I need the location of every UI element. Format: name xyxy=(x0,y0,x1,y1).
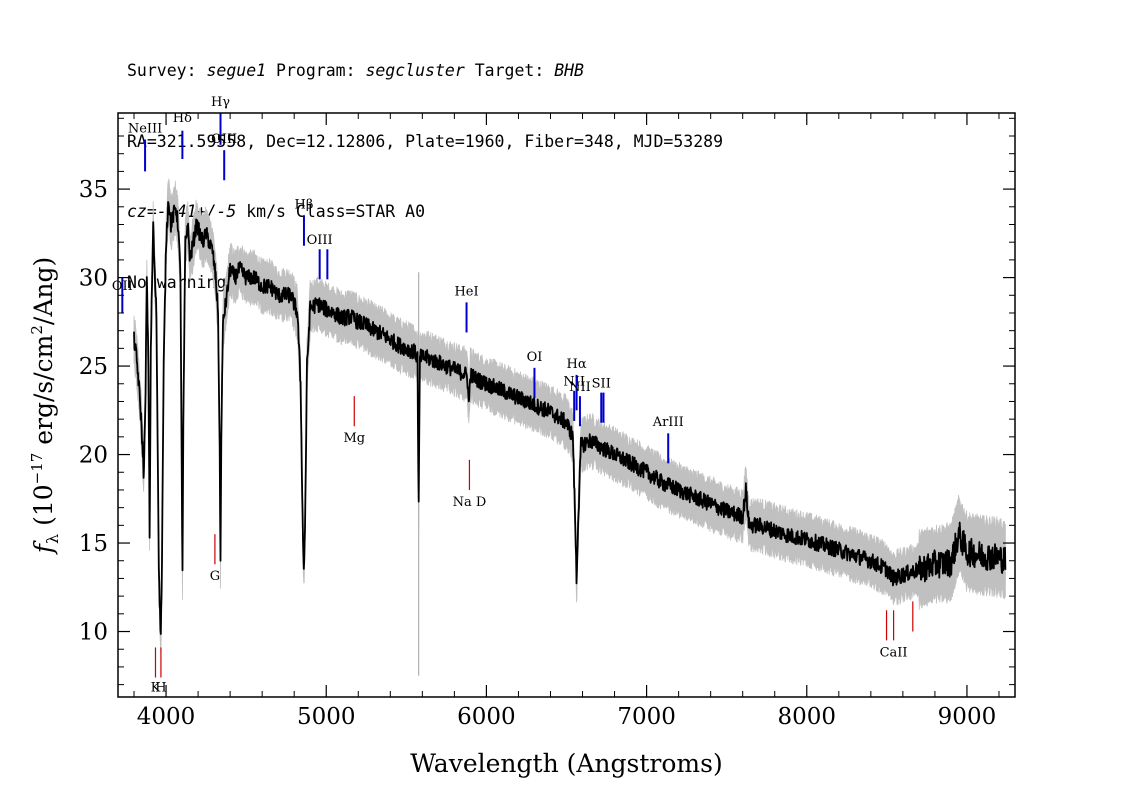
redshift-line: cz=-141+/-5 km/s Class=STAR A0 xyxy=(127,202,426,221)
line-label-h--11: Hα xyxy=(567,357,587,372)
line-label-mg-19: Mg xyxy=(343,431,365,446)
y-tick-label-25: 25 xyxy=(79,354,108,380)
y-tick-label-20: 20 xyxy=(79,443,108,469)
y-tick-label-35: 35 xyxy=(79,177,108,203)
line-label-h--3: Hγ xyxy=(211,95,230,110)
coordinates-line: RA=321.59558, Dec=12.12806, Plate=1960, … xyxy=(127,131,724,151)
x-tick-label-9000: 9000 xyxy=(938,704,997,730)
line-label-na-d-20: Na D xyxy=(453,495,487,510)
line-label-h--2: Hδ xyxy=(173,111,192,126)
flux-series-layer xyxy=(133,201,1007,635)
x-tick-label-4000: 4000 xyxy=(137,704,196,730)
survey-line: Survey: segue1 Program: segcluster Targe… xyxy=(127,61,584,80)
y-axis-label: fλ (10−17 erg/s/cm2/Ang) xyxy=(28,257,62,556)
x-tick-label-8000: 8000 xyxy=(777,704,836,730)
x-tick-label-7000: 7000 xyxy=(617,704,676,730)
line-label-h-17: H xyxy=(155,681,166,696)
x-axis-label: Wavelength (Angstroms) xyxy=(410,749,722,778)
line-label-neiii-1: NeIII xyxy=(128,121,162,136)
line-label-oiii-6: OIII xyxy=(307,233,333,248)
x-tick-label-6000: 6000 xyxy=(457,704,516,730)
line-label-hei-8: HeI xyxy=(454,284,478,299)
y-tick-label-10: 10 xyxy=(79,620,108,646)
line-label-nii-12: NII xyxy=(569,380,591,395)
y-tick-label-30: 30 xyxy=(79,266,108,292)
flux-error-area xyxy=(133,178,1006,652)
axis-ticks: 4000 5000 6000 7000 8000 9000 10 15 20 25 30 35 xyxy=(79,113,1015,730)
line-label-k-16: K xyxy=(151,681,161,696)
spectrum-header: Survey: segue1 Program: segcluster Targe… xyxy=(127,12,723,318)
line-label-nii-10: NII xyxy=(563,375,585,390)
line-label-oi-9: OI xyxy=(527,350,543,365)
flux-series-line xyxy=(133,201,1007,635)
line-label-oiii-4: OIII xyxy=(211,132,237,147)
line-label-sii-13: SII xyxy=(592,376,611,391)
x-tick-label-5000: 5000 xyxy=(297,704,356,730)
line-label-h--5: Hβ xyxy=(295,198,314,213)
y-tick-label-15: 15 xyxy=(79,531,108,557)
plot-frame xyxy=(117,112,1016,698)
line-label-ariii-15: ArIII xyxy=(652,415,684,430)
line-label-caii-22: CaII xyxy=(880,645,908,660)
line-label-oii-0: OII xyxy=(112,279,133,294)
line-label-g-18: G xyxy=(210,569,220,584)
